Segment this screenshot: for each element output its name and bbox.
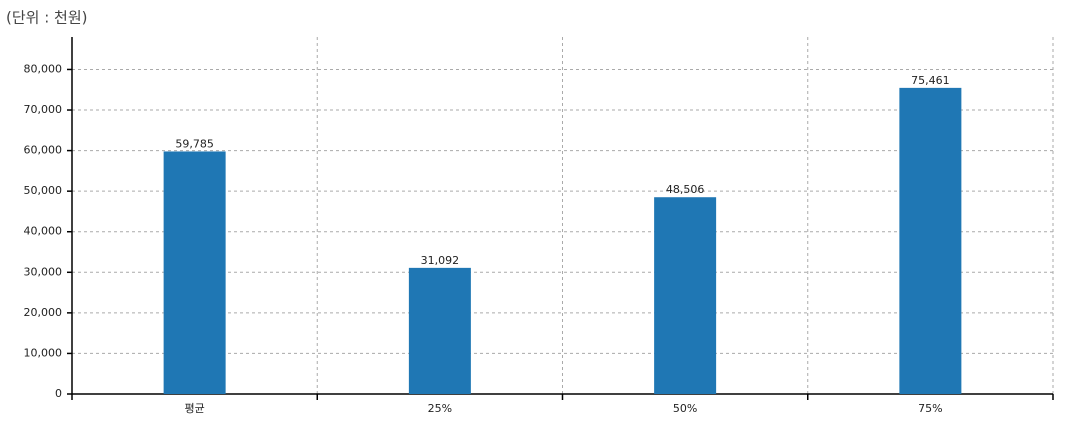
y-tick-label: 30,000	[24, 265, 63, 278]
bar	[163, 151, 226, 394]
y-tick-label: 50,000	[24, 184, 63, 197]
x-tick-label: 평균	[185, 402, 205, 415]
y-tick-label: 60,000	[24, 144, 63, 157]
chart-title: (단위 : 천원)	[6, 9, 88, 27]
y-tick-label: 10,000	[24, 346, 63, 359]
y-tick-label: 40,000	[24, 225, 63, 238]
value-label: 48,506	[666, 183, 705, 196]
x-tick-label: 75%	[918, 402, 942, 415]
y-tick-label: 0	[55, 387, 62, 400]
bar	[654, 197, 717, 394]
bar	[408, 267, 471, 394]
value-label: 59,785	[175, 137, 214, 150]
x-tick-label: 50%	[673, 402, 697, 415]
y-tick-label: 70,000	[24, 103, 63, 116]
y-tick-label: 20,000	[24, 306, 63, 319]
value-label: 75,461	[911, 74, 950, 87]
y-tick-label: 80,000	[24, 62, 63, 75]
bar	[899, 87, 962, 395]
x-tick-label: 25%	[428, 402, 452, 415]
value-label: 31,092	[421, 254, 460, 267]
